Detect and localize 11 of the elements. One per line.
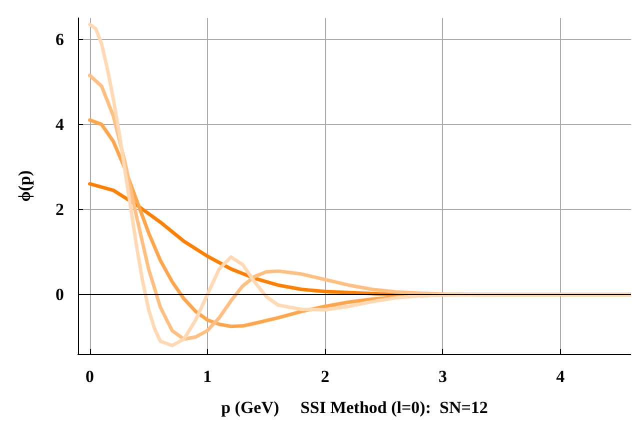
x-tick-label: 3 (438, 367, 447, 386)
y-tick-label: 0 (56, 284, 64, 304)
x-tick-label: 2 (320, 367, 330, 386)
x-tick-label: 1 (203, 367, 212, 386)
y-tick-label: 4 (56, 114, 64, 134)
y-axis-title: ϕ(p) (15, 170, 34, 202)
x-axis-title: p (GeV) SSI Method (l=0): SN=12 (221, 398, 488, 417)
y-tick-label: 2 (56, 200, 64, 219)
x-tick-label: 0 (86, 367, 94, 386)
y-tick-label: 6 (56, 30, 64, 49)
x-tick-label: 4 (556, 367, 566, 386)
